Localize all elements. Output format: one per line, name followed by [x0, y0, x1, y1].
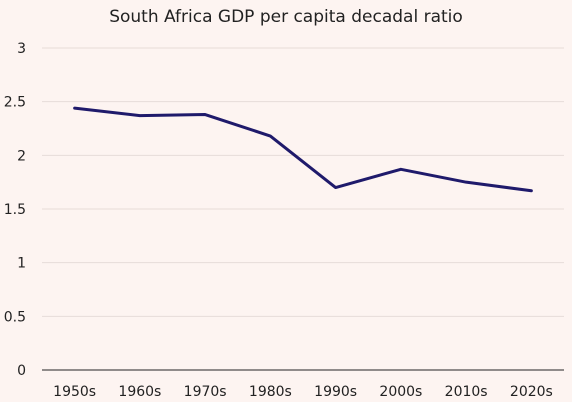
x-tick-label: 1970s	[184, 384, 227, 400]
y-tick-label: 3	[17, 41, 26, 57]
y-tick-label: 1	[17, 256, 26, 272]
x-tick-label: 2020s	[510, 384, 553, 400]
y-tick-label: 0.5	[4, 309, 26, 325]
y-tick-label: 2	[17, 148, 26, 164]
chart-title: South Africa GDP per capita decadal rati…	[109, 7, 463, 27]
x-tick-label: 2010s	[445, 384, 488, 400]
x-tick-label: 1960s	[118, 384, 161, 400]
x-tick-label: 1950s	[53, 384, 96, 400]
y-tick-label: 0	[17, 363, 26, 379]
y-tick-label: 1.5	[4, 202, 26, 218]
x-tick-label: 2000s	[379, 384, 422, 400]
x-tick-label: 1980s	[249, 384, 292, 400]
series-line	[73, 106, 533, 193]
y-tick-label: 2.5	[4, 95, 26, 111]
x-tick-label: 1990s	[314, 384, 357, 400]
